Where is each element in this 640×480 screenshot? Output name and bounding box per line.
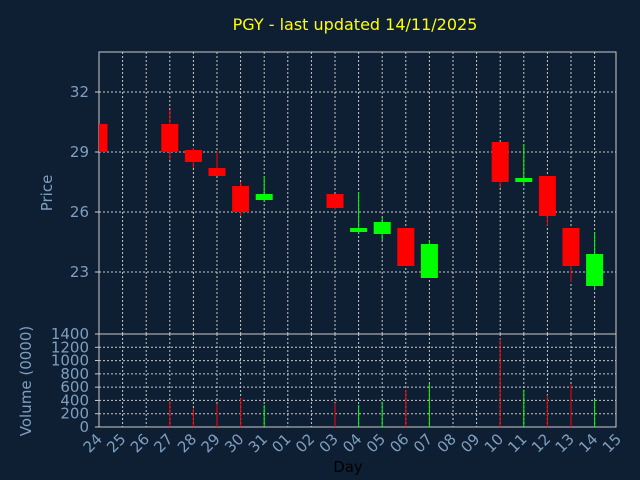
volume-tick-label: 200 <box>60 405 89 423</box>
volume-axis-label: Volume (0000) <box>17 326 35 436</box>
volume-tick-label: 800 <box>60 365 89 383</box>
candle-body <box>232 186 250 212</box>
price-axis-label: Price <box>38 175 56 212</box>
volume-tick-label: 1400 <box>51 325 89 343</box>
chart-title: PGY - last updated 14/11/2025 <box>233 15 478 34</box>
volume-tick-label: 0 <box>79 418 89 436</box>
price-panel: 23 26 29 32 <box>70 51 617 335</box>
candle-body <box>538 176 556 216</box>
price-tick-label: 29 <box>70 143 89 161</box>
candle-body <box>420 244 438 278</box>
candle-body <box>373 222 391 234</box>
x-axis-label: Day <box>333 458 363 476</box>
candle-body <box>326 194 344 208</box>
price-tick-label: 32 <box>70 83 89 101</box>
candle-body <box>208 168 226 176</box>
volume-tick-label: 400 <box>60 391 89 409</box>
candles <box>99 110 604 290</box>
candle-body <box>99 124 108 152</box>
volume-panel-border <box>98 333 617 428</box>
price-tick-label: 23 <box>70 263 89 281</box>
price-tick-label: 26 <box>70 203 89 221</box>
candle-body <box>350 228 368 232</box>
volume-tick-label: 1000 <box>51 352 89 370</box>
volume-tick-label: 600 <box>60 378 89 396</box>
candle-body <box>515 178 533 182</box>
candle-body <box>184 150 202 162</box>
candle-body <box>397 228 415 266</box>
candle-body <box>255 194 273 200</box>
candle-body <box>562 228 580 266</box>
candle-body <box>586 254 604 286</box>
volume-tick-label: 1200 <box>51 338 89 356</box>
candle-body <box>161 124 179 152</box>
candle-body <box>491 142 509 182</box>
